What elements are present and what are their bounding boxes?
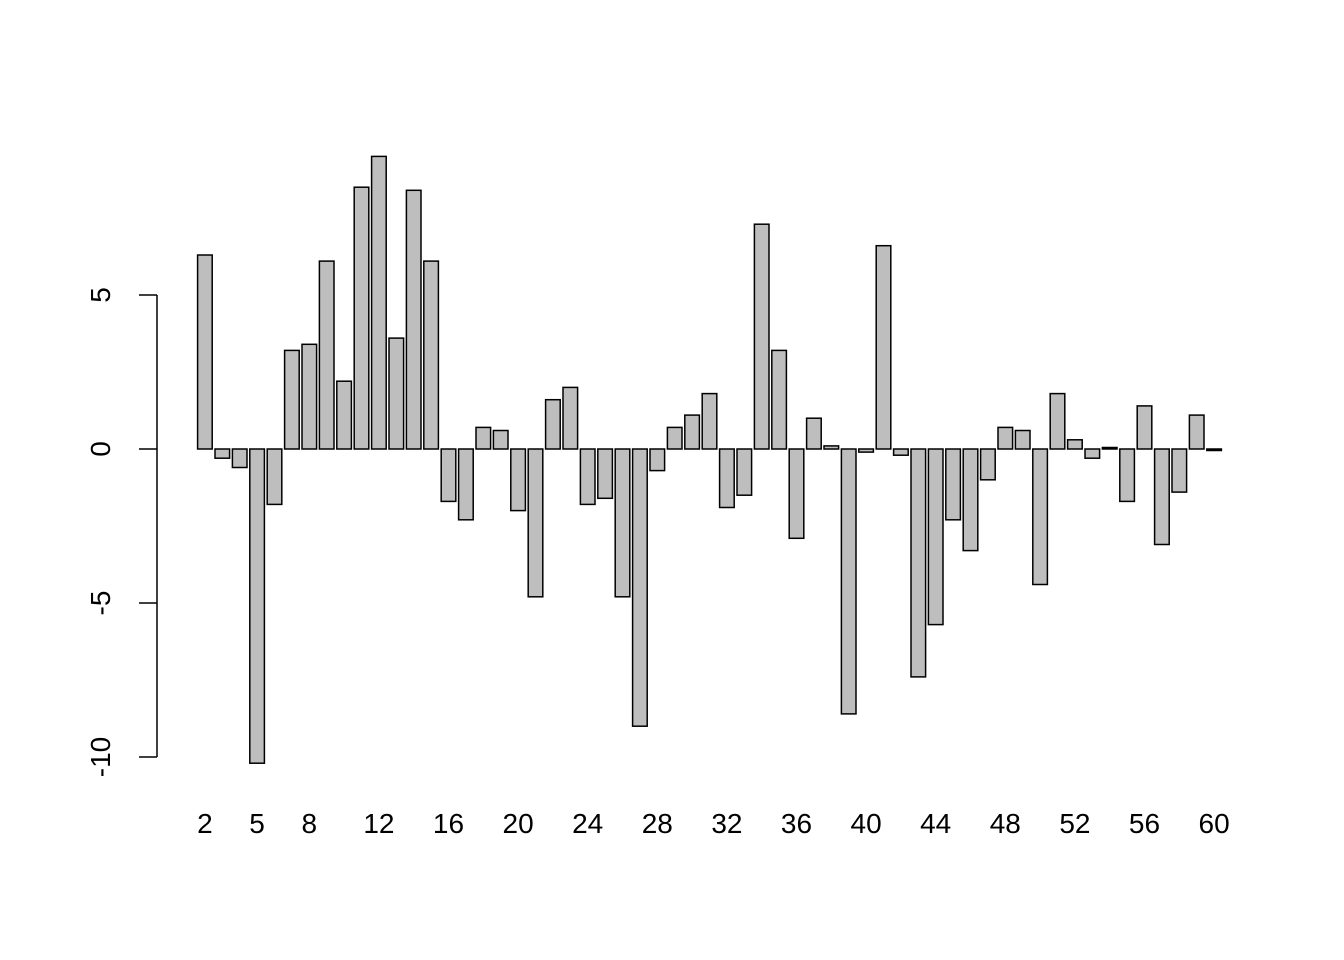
bar-55 bbox=[1119, 448, 1136, 503]
bar-18 bbox=[475, 426, 492, 450]
bar-20 bbox=[510, 448, 527, 512]
x-tick-label: 40 bbox=[851, 808, 882, 839]
bar-16 bbox=[440, 448, 457, 503]
x-tick-label: 32 bbox=[711, 808, 742, 839]
bar-37 bbox=[805, 417, 822, 450]
x-tick-label: 12 bbox=[363, 808, 394, 839]
bar-21 bbox=[527, 448, 544, 598]
bar-40 bbox=[858, 448, 875, 453]
bar-54 bbox=[1101, 446, 1118, 450]
bar-46 bbox=[962, 448, 979, 552]
bar-26 bbox=[614, 448, 631, 598]
bar-35 bbox=[771, 349, 788, 450]
x-tick-label: 8 bbox=[302, 808, 318, 839]
bar-42 bbox=[892, 448, 909, 456]
x-tick-label: 52 bbox=[1059, 808, 1090, 839]
bar-41 bbox=[875, 244, 892, 450]
bar-4 bbox=[231, 448, 248, 469]
x-tick-label: 44 bbox=[920, 808, 951, 839]
bar-14 bbox=[405, 189, 422, 450]
bar-29 bbox=[666, 426, 683, 450]
bar-51 bbox=[1049, 392, 1066, 450]
bar-49 bbox=[1014, 429, 1031, 450]
bar-58 bbox=[1171, 448, 1188, 493]
bar-57 bbox=[1153, 448, 1170, 546]
bar-7 bbox=[283, 349, 300, 450]
x-tick-label: 24 bbox=[572, 808, 603, 839]
bars-group bbox=[196, 155, 1223, 764]
x-tick-label: 56 bbox=[1129, 808, 1160, 839]
x-tick-label: 28 bbox=[642, 808, 673, 839]
bar-47 bbox=[979, 448, 996, 481]
bar-48 bbox=[997, 426, 1014, 450]
bar-45 bbox=[945, 448, 962, 521]
x-tick-label: 60 bbox=[1199, 808, 1230, 839]
bar-19 bbox=[492, 429, 509, 450]
bar-59 bbox=[1188, 414, 1205, 450]
bar-3 bbox=[214, 448, 231, 459]
bar-9 bbox=[318, 260, 335, 450]
bar-53 bbox=[1084, 448, 1101, 459]
bar-38 bbox=[823, 445, 840, 450]
bar-36 bbox=[788, 448, 805, 540]
bar-23 bbox=[562, 386, 579, 450]
bar-8 bbox=[301, 343, 318, 450]
bar-32 bbox=[718, 448, 735, 509]
bar-6 bbox=[266, 448, 283, 506]
y-tick-label: -10 bbox=[85, 737, 116, 777]
x-tick-label: 48 bbox=[990, 808, 1021, 839]
y-tick-label: 0 bbox=[85, 441, 116, 457]
x-axis-labels: 2 5 8 12 16 20 24 28 32 36 40 44 48 52 56 60 bbox=[197, 808, 1230, 839]
bar-43 bbox=[910, 448, 927, 678]
bar-15 bbox=[423, 260, 440, 450]
bar-60 bbox=[1206, 448, 1223, 452]
bar-52 bbox=[1066, 439, 1083, 450]
bar-13 bbox=[388, 337, 405, 450]
bar-5 bbox=[249, 448, 266, 764]
bar-56 bbox=[1136, 405, 1153, 450]
bar-50 bbox=[1032, 448, 1049, 586]
y-axis: -10 -5 0 5 bbox=[85, 287, 158, 777]
bar-33 bbox=[736, 448, 753, 496]
bar-27 bbox=[631, 448, 648, 727]
x-tick-label: 36 bbox=[781, 808, 812, 839]
bar-30 bbox=[684, 414, 701, 450]
bar-17 bbox=[457, 448, 474, 521]
bar-28 bbox=[649, 448, 666, 472]
bar-44 bbox=[927, 448, 944, 626]
bar-34 bbox=[753, 223, 770, 450]
y-tick-label: 5 bbox=[85, 287, 116, 303]
bar-25 bbox=[597, 448, 614, 500]
bar-24 bbox=[579, 448, 596, 506]
x-tick-label: 2 bbox=[197, 808, 213, 839]
bar-10 bbox=[336, 380, 353, 450]
x-tick-label: 5 bbox=[249, 808, 265, 839]
y-tick-label: -5 bbox=[85, 591, 116, 616]
bar-39 bbox=[840, 448, 857, 715]
bar-12 bbox=[370, 155, 387, 450]
bar-22 bbox=[544, 398, 561, 450]
bar-2 bbox=[196, 254, 213, 450]
bar-31 bbox=[701, 392, 718, 450]
x-tick-label: 16 bbox=[433, 808, 464, 839]
bar-11 bbox=[353, 186, 370, 450]
x-tick-label: 20 bbox=[503, 808, 534, 839]
